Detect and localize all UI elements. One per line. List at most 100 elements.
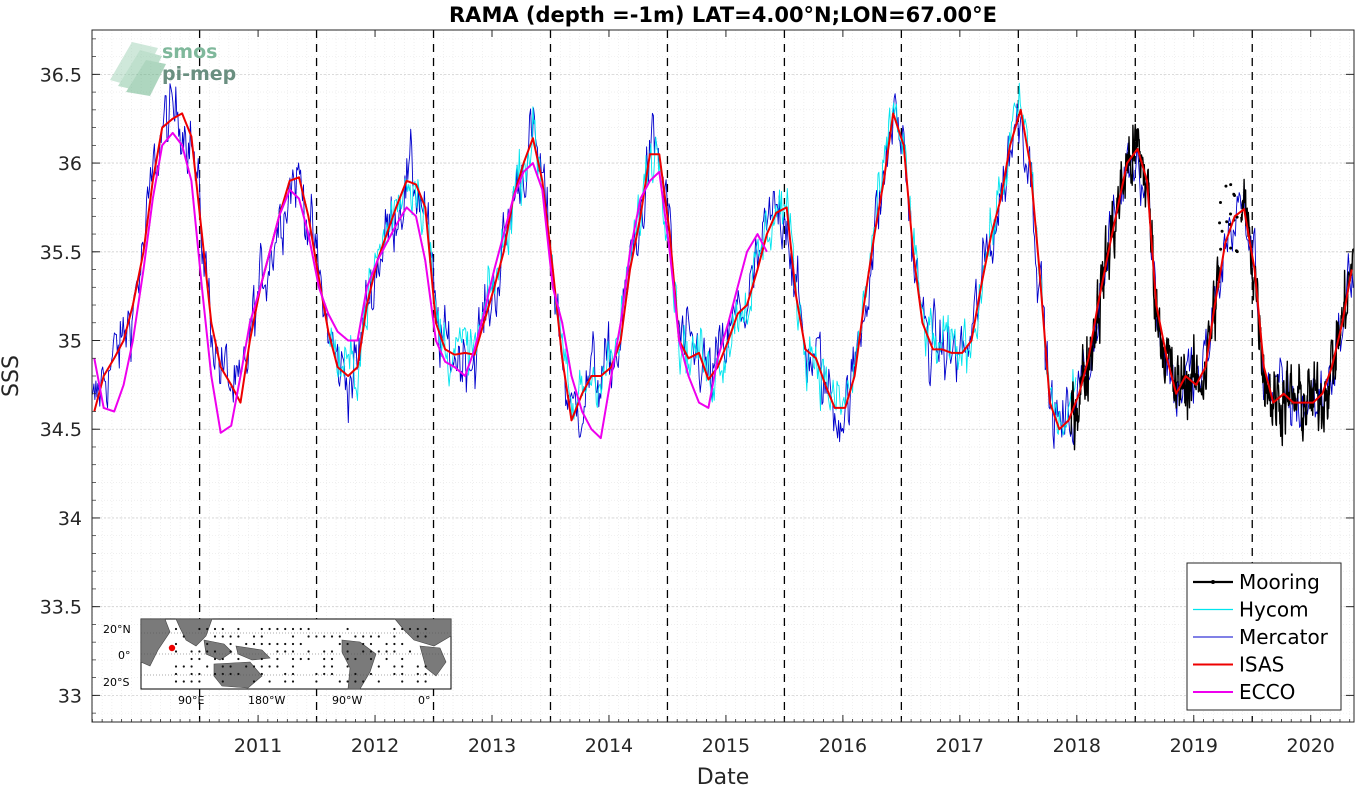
mooring-point xyxy=(1229,246,1233,250)
mooring-point xyxy=(1234,249,1238,253)
inset-buoy-dot xyxy=(198,650,201,653)
inset-buoy-dot xyxy=(190,672,193,676)
inset-buoy-dot xyxy=(229,642,232,646)
inset-buoy-dot xyxy=(190,665,193,668)
inset-map: 20°N 0° 20°S 90°E 180°W 90°W 0° xyxy=(103,618,452,707)
inset-buoy-dot xyxy=(416,635,419,638)
inset-buoy-dot xyxy=(213,635,217,638)
inset-buoy-dot xyxy=(401,657,404,661)
inset-lon-label-180w: 180°W xyxy=(248,694,285,707)
inset-buoy-dot xyxy=(346,680,349,683)
inset-buoy-dot xyxy=(362,642,365,646)
inset-buoy-dot xyxy=(291,627,295,631)
inset-buoy-dot xyxy=(330,650,334,653)
x-tick-label: 2011 xyxy=(234,735,282,757)
logo-mark-icon xyxy=(110,42,166,96)
inset-map-buoys xyxy=(141,627,451,683)
inset-buoy-dot xyxy=(182,635,185,638)
inset-buoy-dot xyxy=(315,680,318,683)
series-hycom xyxy=(327,82,1077,436)
inset-buoy-dot xyxy=(338,642,341,646)
inset-buoy-dot xyxy=(315,672,318,676)
inset-buoy-dot xyxy=(190,657,193,661)
y-axis-label: SSS xyxy=(0,355,24,397)
station-marker xyxy=(168,644,176,652)
inset-buoy-dot xyxy=(284,627,287,631)
inset-buoy-dot xyxy=(323,665,326,668)
inset-buoy-dot xyxy=(198,657,201,661)
y-tick-label: 36.5 xyxy=(40,64,82,86)
inset-buoy-dot xyxy=(268,627,271,631)
inset-buoy-dot xyxy=(369,635,373,638)
inset-buoy-dot xyxy=(284,642,287,646)
inset-buoy-dot xyxy=(377,665,380,668)
legend-label-hycom: Hycom xyxy=(1239,598,1309,622)
inset-buoy-dot xyxy=(401,665,404,668)
inset-buoy-dot xyxy=(276,627,279,631)
inset-buoy-dot xyxy=(206,627,209,631)
inset-buoy-dot xyxy=(323,672,326,676)
inset-buoy-dot xyxy=(237,627,240,631)
mooring-point xyxy=(1220,229,1224,233)
inset-lat-label-20s: 20°S xyxy=(103,676,129,689)
inset-buoy-dot xyxy=(323,650,326,653)
inset-buoy-dot xyxy=(401,680,404,683)
inset-buoy-dot xyxy=(393,627,396,631)
legend: Mooring Hycom Mercator ISAS ECCO xyxy=(1186,562,1342,711)
inset-buoy-dot xyxy=(346,642,349,646)
inset-buoy-dot xyxy=(229,672,232,676)
inset-buoy-dot xyxy=(276,657,279,661)
inset-buoy-dot xyxy=(401,672,404,676)
series-ecco xyxy=(93,131,768,440)
series-hycom-line xyxy=(327,82,1077,436)
inset-buoy-dot xyxy=(237,657,240,661)
inset-buoy-dot xyxy=(198,680,201,683)
inset-buoy-dot xyxy=(369,657,373,661)
inset-buoy-dot xyxy=(213,657,217,661)
inset-buoy-dot xyxy=(174,642,178,646)
inset-buoy-dot xyxy=(260,672,263,676)
inset-buoy-dot xyxy=(354,635,357,638)
inset-buoy-dot xyxy=(221,657,224,661)
inset-lat-label-20n: 20°N xyxy=(103,623,131,636)
inset-buoy-dot xyxy=(174,672,178,676)
inset-buoy-dot xyxy=(416,627,419,631)
inset-buoy-dot xyxy=(299,627,302,631)
inset-buoy-dot xyxy=(385,642,388,646)
inset-buoy-dot xyxy=(408,650,412,653)
y-tick-label: 34.5 xyxy=(40,419,82,441)
x-tick-label: 2015 xyxy=(702,735,750,757)
inset-buoy-dot xyxy=(260,657,263,661)
inset-buoy-dot xyxy=(393,650,396,653)
logo-text-smos: smos xyxy=(162,41,217,63)
inset-buoy-dot xyxy=(377,650,380,653)
inset-buoy-dot xyxy=(346,650,349,653)
inset-buoy-dot xyxy=(284,672,287,676)
inset-buoy-dot xyxy=(206,642,209,646)
inset-buoy-dot xyxy=(377,635,380,638)
inset-buoy-dot xyxy=(260,665,263,668)
inset-buoy-dot xyxy=(369,650,373,653)
inset-buoy-dot xyxy=(401,642,404,646)
inset-buoy-dot xyxy=(229,635,232,638)
mooring-point xyxy=(1219,247,1223,251)
inset-buoy-dot xyxy=(276,665,279,668)
inset-buoy-dot xyxy=(330,657,334,661)
inset-buoy-dot xyxy=(354,657,357,661)
mooring-point xyxy=(1218,221,1222,225)
inset-buoy-dot xyxy=(354,680,357,683)
inset-buoy-dot xyxy=(330,672,334,676)
inset-buoy-dot xyxy=(416,680,419,683)
inset-buoy-dot xyxy=(252,665,256,668)
inset-buoy-dot xyxy=(237,672,240,676)
inset-buoy-dot xyxy=(424,672,427,676)
inset-buoy-dot xyxy=(338,635,341,638)
inset-buoy-dot xyxy=(393,665,396,668)
series-isas-line xyxy=(93,108,1353,431)
inset-buoy-dot xyxy=(206,665,209,668)
inset-buoy-dot xyxy=(424,665,427,668)
inset-buoy-dot xyxy=(362,650,365,653)
mooring-point xyxy=(1229,212,1233,216)
inset-map-land xyxy=(140,618,452,690)
inset-buoy-dot xyxy=(369,642,373,646)
